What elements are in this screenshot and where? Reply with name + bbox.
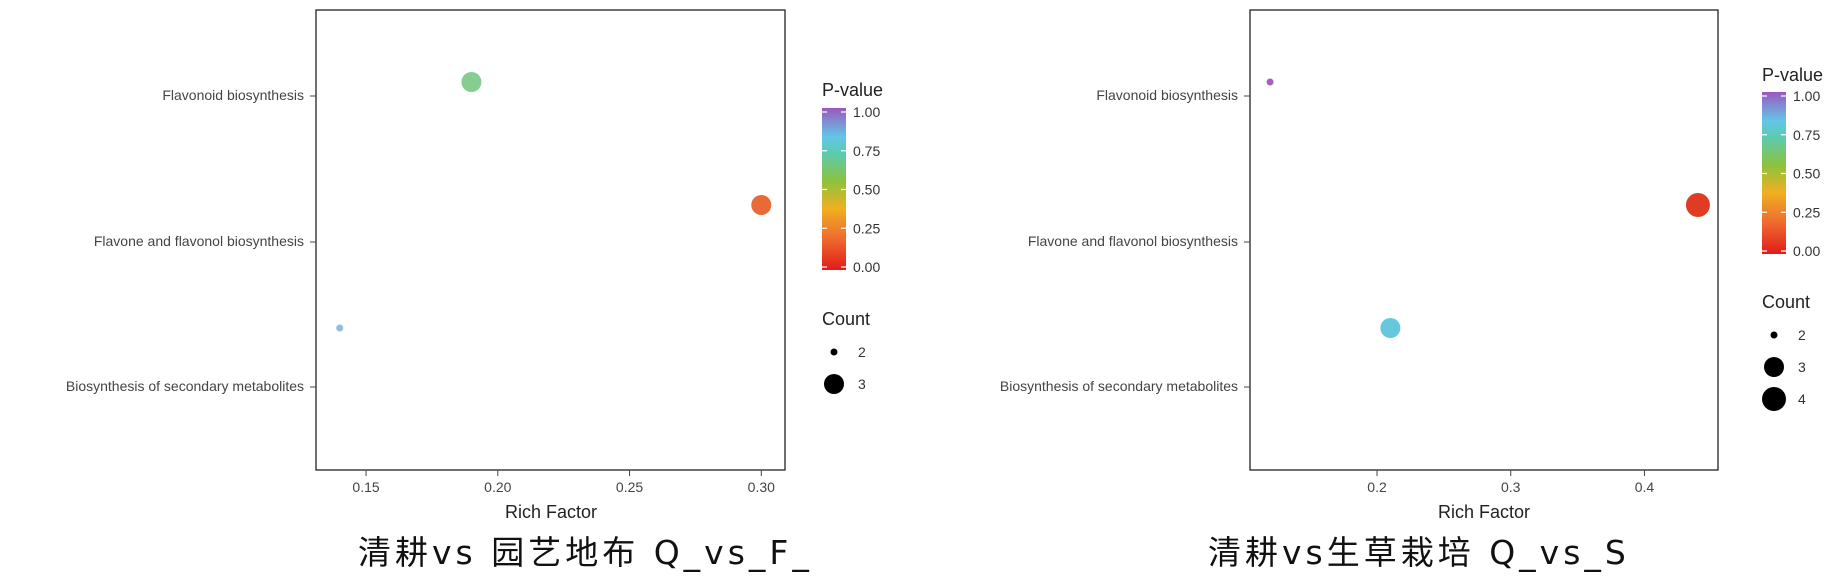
x-axis-title-left: Rich Factor <box>505 502 597 520</box>
x-tick-label: 0.20 <box>484 479 511 495</box>
color-legend-right: P-value 1.00 0.75 0.50 0.25 0.00 <box>1762 65 1823 259</box>
size-legend-left: Count 2 3 <box>822 309 870 394</box>
color-legend-title: P-value <box>1762 65 1823 85</box>
y-category-label: Flavone and flavonol biosynthesis <box>94 233 304 249</box>
y-ticks-right <box>1244 95 1250 388</box>
color-bar-tick-label: 0.25 <box>853 220 880 236</box>
data-point <box>1685 193 1710 217</box>
y-ticks-left <box>310 95 316 388</box>
y-category-label: Flavonoid biosynthesis <box>1096 87 1238 103</box>
x-tick-label: 0.2 <box>1367 479 1387 495</box>
size-legend-right: Count 2 3 4 <box>1762 292 1810 411</box>
size-legend-label: 4 <box>1798 391 1806 407</box>
x-tick-label: 0.25 <box>616 479 643 495</box>
x-tick-label: 0.15 <box>352 479 379 495</box>
data-point <box>1266 78 1274 86</box>
color-bar-tick-label: 0.50 <box>853 182 880 198</box>
color-bar-tick-label: 0.00 <box>853 259 880 275</box>
color-bar-tick-label: 0.50 <box>1793 166 1820 182</box>
plot-panel-left <box>315 9 786 471</box>
y-category-label: Flavonoid biosynthesis <box>162 87 304 103</box>
data-point <box>1380 318 1401 338</box>
caption-left: 清耕vs 园艺地布 Q_vs_F_ <box>358 533 813 572</box>
x-tick-label: 0.4 <box>1635 479 1655 495</box>
color-legend-title: P-value <box>822 80 883 100</box>
size-legend-label: 2 <box>1798 327 1806 343</box>
chart-right: Flavonoid biosynthesis Flavone and flavo… <box>1000 9 1823 522</box>
color-bar-tick-label: 0.75 <box>853 143 880 159</box>
color-bar-tick-label: 0.00 <box>1793 243 1820 259</box>
size-legend-title: Count <box>822 309 870 329</box>
size-legend-title: Count <box>1762 292 1810 312</box>
size-legend-swatch <box>1770 331 1778 339</box>
size-legend-label: 2 <box>858 344 866 360</box>
size-legend-label: 3 <box>1798 359 1806 375</box>
y-category-labels-left: Flavonoid biosynthesis Flavone and flavo… <box>66 87 304 394</box>
size-legend-swatch <box>1764 357 1784 377</box>
x-tick-label: 0.30 <box>748 479 775 495</box>
chart-canvas: Flavonoid biosynthesis Flavone and flavo… <box>66 9 1823 522</box>
size-legend-label: 3 <box>858 376 866 392</box>
y-category-label: Biosynthesis of secondary metabolites <box>66 378 304 394</box>
color-bar-tick-label: 1.00 <box>853 104 880 120</box>
color-bar-tick-label: 0.25 <box>1793 204 1820 220</box>
color-bar-tick-label: 0.75 <box>1793 127 1820 143</box>
x-tick-label: 0.3 <box>1501 479 1521 495</box>
y-category-labels-right: Flavonoid biosynthesis Flavone and flavo… <box>1000 87 1238 394</box>
y-category-label: Flavone and flavonol biosynthesis <box>1028 233 1238 249</box>
x-axis-left: 0.15 0.20 0.25 0.30 <box>352 470 775 495</box>
size-legend-swatch <box>1762 387 1786 411</box>
caption-right: 清耕vs生草栽培 Q_vs_S <box>1208 533 1630 572</box>
size-legend-swatch <box>824 374 844 394</box>
data-points-right <box>1266 78 1710 338</box>
data-point <box>751 195 772 215</box>
data-point <box>336 324 344 332</box>
x-axis-right: 0.2 0.3 0.4 <box>1367 470 1654 495</box>
size-legend-swatch <box>830 348 838 356</box>
chart-left: Flavonoid biosynthesis Flavone and flavo… <box>66 9 883 522</box>
color-bar-tick-label: 1.00 <box>1793 88 1820 104</box>
color-legend-left: P-value 1.00 0.75 0.50 0.25 0.00 <box>822 80 883 275</box>
x-axis-title-right: Rich Factor <box>1438 502 1530 520</box>
data-point <box>461 72 482 92</box>
y-category-label: Biosynthesis of secondary metabolites <box>1000 378 1238 394</box>
data-points-left <box>336 72 772 332</box>
plot-panel-right <box>1249 9 1719 471</box>
